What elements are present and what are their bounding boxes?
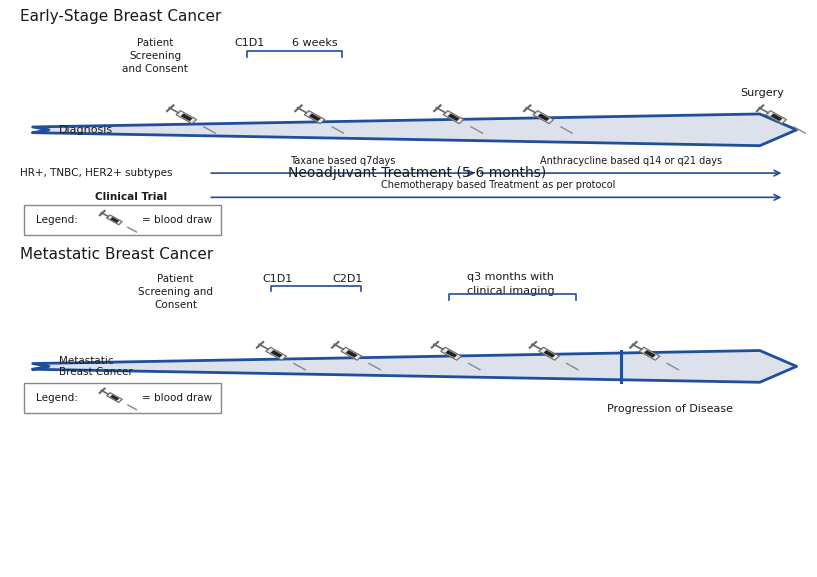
Text: Patient
Screening and
Consent: Patient Screening and Consent [138,274,213,310]
Polygon shape [538,347,560,360]
Text: 6 weeks: 6 weeks [292,38,337,47]
Polygon shape [304,111,325,123]
Text: HR+, TNBC, HER2+ subtypes: HR+, TNBC, HER2+ subtypes [20,168,173,178]
Text: Surgery: Surgery [740,88,784,98]
Polygon shape [110,217,119,223]
Polygon shape [110,395,119,400]
Text: Taxane based q7days: Taxane based q7days [291,156,395,166]
Text: Metastatic
Breast Cancer: Metastatic Breast Cancer [59,355,132,377]
Text: Diagnosis: Diagnosis [59,125,113,135]
Polygon shape [770,114,783,121]
Text: q3 months with
clinical imaging: q3 months with clinical imaging [467,272,555,295]
Text: C1D1: C1D1 [234,38,265,47]
Text: Anthracycline based q14 or q21 days: Anthracycline based q14 or q21 days [540,156,721,166]
Polygon shape [543,350,556,358]
Polygon shape [176,111,197,123]
Polygon shape [533,111,554,123]
Polygon shape [639,347,660,360]
Polygon shape [766,111,787,123]
Text: Neoadjuvant Treatment (5-6 months): Neoadjuvant Treatment (5-6 months) [288,166,546,179]
Polygon shape [106,215,123,225]
Text: Patient
Screening
and Consent: Patient Screening and Consent [123,38,188,74]
FancyBboxPatch shape [24,205,221,235]
Text: = blood draw: = blood draw [142,393,212,403]
Text: Legend:: Legend: [36,215,78,226]
Polygon shape [106,392,123,403]
Polygon shape [181,114,193,121]
Text: Chemotherapy based Treatment as per protocol: Chemotherapy based Treatment as per prot… [382,180,615,190]
FancyBboxPatch shape [24,383,221,413]
Text: Legend:: Legend: [36,393,78,403]
Polygon shape [346,350,358,358]
Text: Metastatic Breast Cancer: Metastatic Breast Cancer [20,247,214,262]
Text: = blood draw: = blood draw [142,215,212,226]
Text: C2D1: C2D1 [332,274,363,284]
Polygon shape [644,350,656,358]
Text: Clinical Trial: Clinical Trial [95,192,167,203]
Text: Progression of Disease: Progression of Disease [607,404,733,414]
Polygon shape [443,111,464,123]
Polygon shape [440,347,462,360]
Polygon shape [341,347,362,360]
Polygon shape [538,114,550,121]
Polygon shape [33,114,797,146]
Text: Early-Stage Breast Cancer: Early-Stage Breast Cancer [20,9,221,24]
Text: C1D1: C1D1 [262,274,293,284]
Polygon shape [445,350,458,358]
Polygon shape [270,350,283,358]
Polygon shape [266,347,287,360]
Polygon shape [33,351,797,382]
Polygon shape [448,114,460,121]
Polygon shape [309,114,321,121]
